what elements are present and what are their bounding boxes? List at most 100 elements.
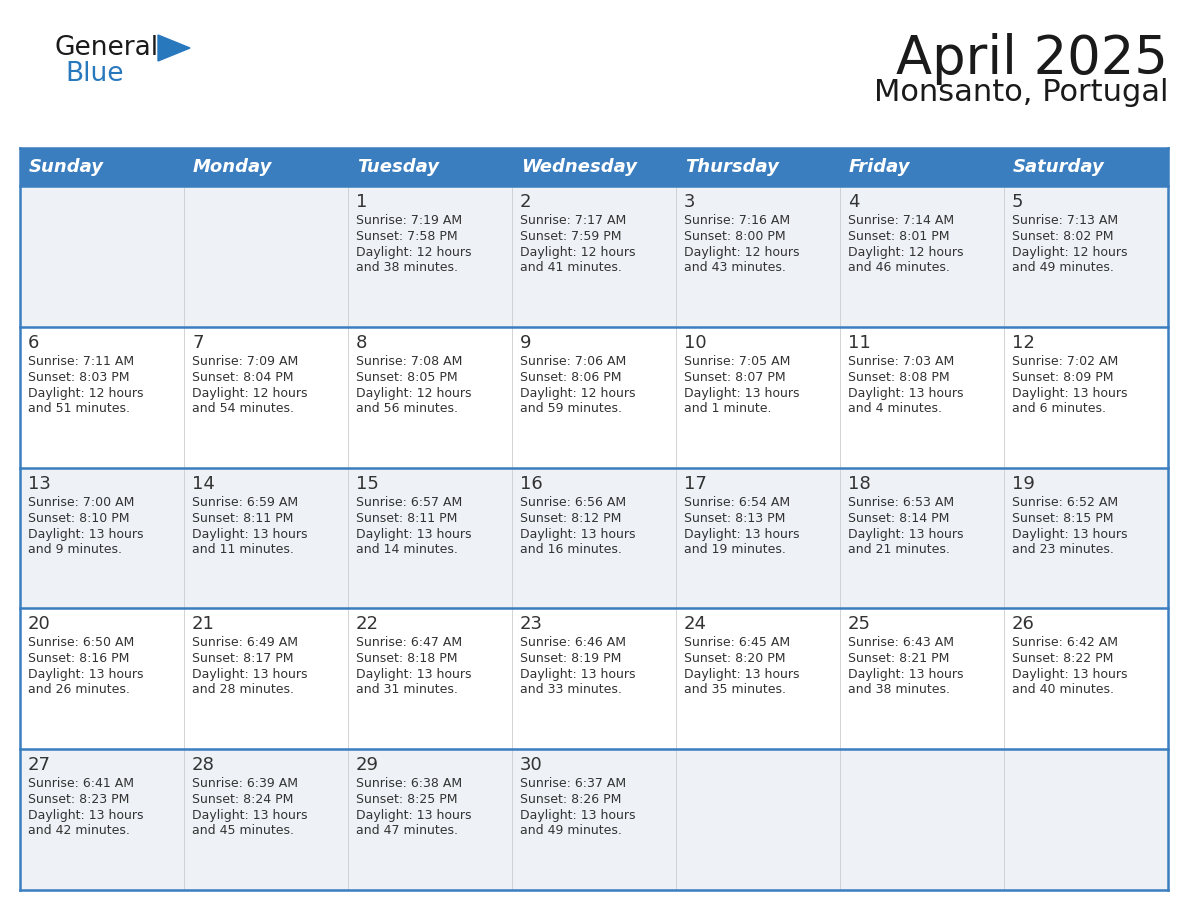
Text: Sunrise: 6:47 AM: Sunrise: 6:47 AM bbox=[356, 636, 462, 649]
Bar bbox=[20, 327, 1168, 467]
Text: Sunset: 8:25 PM: Sunset: 8:25 PM bbox=[356, 793, 457, 806]
Text: 18: 18 bbox=[848, 475, 871, 493]
Text: 9: 9 bbox=[520, 334, 531, 352]
Text: Sunrise: 6:53 AM: Sunrise: 6:53 AM bbox=[848, 496, 954, 509]
Text: Sunset: 8:12 PM: Sunset: 8:12 PM bbox=[520, 511, 621, 524]
Text: Daylight: 13 hours: Daylight: 13 hours bbox=[520, 528, 636, 541]
Text: Daylight: 13 hours: Daylight: 13 hours bbox=[684, 668, 800, 681]
Text: Sunset: 8:03 PM: Sunset: 8:03 PM bbox=[29, 371, 129, 384]
Text: Sunset: 8:20 PM: Sunset: 8:20 PM bbox=[684, 653, 785, 666]
Text: Daylight: 13 hours: Daylight: 13 hours bbox=[356, 809, 472, 823]
Text: Wednesday: Wednesday bbox=[522, 158, 637, 176]
Text: Sunset: 8:06 PM: Sunset: 8:06 PM bbox=[520, 371, 621, 384]
Text: and 45 minutes.: and 45 minutes. bbox=[192, 824, 293, 837]
Text: Daylight: 12 hours: Daylight: 12 hours bbox=[1012, 246, 1127, 259]
Text: 30: 30 bbox=[520, 756, 543, 774]
Text: and 14 minutes.: and 14 minutes. bbox=[356, 543, 457, 555]
Text: Sunrise: 7:03 AM: Sunrise: 7:03 AM bbox=[848, 354, 954, 368]
Text: Sunrise: 7:16 AM: Sunrise: 7:16 AM bbox=[684, 214, 790, 227]
Bar bbox=[184, 148, 348, 186]
Text: 25: 25 bbox=[848, 615, 871, 633]
Text: 23: 23 bbox=[520, 615, 543, 633]
Text: Blue: Blue bbox=[65, 61, 124, 87]
Text: Sunrise: 6:52 AM: Sunrise: 6:52 AM bbox=[1012, 496, 1118, 509]
Text: Sunrise: 6:42 AM: Sunrise: 6:42 AM bbox=[1012, 636, 1118, 649]
Text: Daylight: 12 hours: Daylight: 12 hours bbox=[520, 386, 636, 400]
Text: Daylight: 13 hours: Daylight: 13 hours bbox=[848, 528, 963, 541]
Text: Sunrise: 7:08 AM: Sunrise: 7:08 AM bbox=[356, 354, 462, 368]
Text: and 28 minutes.: and 28 minutes. bbox=[192, 683, 293, 697]
Text: and 16 minutes.: and 16 minutes. bbox=[520, 543, 621, 555]
Text: and 26 minutes.: and 26 minutes. bbox=[29, 683, 129, 697]
Text: Sunset: 8:04 PM: Sunset: 8:04 PM bbox=[192, 371, 293, 384]
Text: Sunset: 8:11 PM: Sunset: 8:11 PM bbox=[192, 511, 293, 524]
Text: and 38 minutes.: and 38 minutes. bbox=[356, 261, 459, 274]
Text: Sunset: 8:05 PM: Sunset: 8:05 PM bbox=[356, 371, 457, 384]
Text: Daylight: 13 hours: Daylight: 13 hours bbox=[192, 809, 308, 823]
Text: 28: 28 bbox=[192, 756, 215, 774]
Text: Sunrise: 7:06 AM: Sunrise: 7:06 AM bbox=[520, 354, 626, 368]
Text: Sunset: 8:08 PM: Sunset: 8:08 PM bbox=[848, 371, 949, 384]
Text: 21: 21 bbox=[192, 615, 215, 633]
Text: Sunrise: 7:05 AM: Sunrise: 7:05 AM bbox=[684, 354, 790, 368]
Text: and 21 minutes.: and 21 minutes. bbox=[848, 543, 950, 555]
Text: and 19 minutes.: and 19 minutes. bbox=[684, 543, 786, 555]
Text: Daylight: 13 hours: Daylight: 13 hours bbox=[684, 528, 800, 541]
Text: Sunday: Sunday bbox=[29, 158, 105, 176]
Text: Daylight: 13 hours: Daylight: 13 hours bbox=[192, 668, 308, 681]
Text: General: General bbox=[55, 35, 159, 61]
Bar bbox=[512, 148, 676, 186]
Text: April 2025: April 2025 bbox=[896, 33, 1168, 85]
Text: Daylight: 13 hours: Daylight: 13 hours bbox=[192, 528, 308, 541]
Text: Sunset: 8:22 PM: Sunset: 8:22 PM bbox=[1012, 653, 1113, 666]
Text: and 47 minutes.: and 47 minutes. bbox=[356, 824, 459, 837]
Text: Daylight: 13 hours: Daylight: 13 hours bbox=[356, 668, 472, 681]
Text: 22: 22 bbox=[356, 615, 379, 633]
Text: 7: 7 bbox=[192, 334, 203, 352]
Text: Monday: Monday bbox=[192, 158, 272, 176]
Bar bbox=[20, 749, 1168, 890]
Text: and 49 minutes.: and 49 minutes. bbox=[520, 824, 621, 837]
Text: Sunset: 8:18 PM: Sunset: 8:18 PM bbox=[356, 653, 457, 666]
Text: and 42 minutes.: and 42 minutes. bbox=[29, 824, 129, 837]
Text: 8: 8 bbox=[356, 334, 367, 352]
Text: Daylight: 12 hours: Daylight: 12 hours bbox=[29, 386, 144, 400]
Text: Sunset: 8:10 PM: Sunset: 8:10 PM bbox=[29, 511, 129, 524]
Text: Sunset: 7:58 PM: Sunset: 7:58 PM bbox=[356, 230, 457, 243]
Text: and 4 minutes.: and 4 minutes. bbox=[848, 402, 942, 415]
Text: Tuesday: Tuesday bbox=[358, 158, 440, 176]
Text: Daylight: 13 hours: Daylight: 13 hours bbox=[356, 528, 472, 541]
Text: Sunrise: 6:50 AM: Sunrise: 6:50 AM bbox=[29, 636, 134, 649]
Text: Sunset: 8:23 PM: Sunset: 8:23 PM bbox=[29, 793, 129, 806]
Text: 26: 26 bbox=[1012, 615, 1035, 633]
Text: and 38 minutes.: and 38 minutes. bbox=[848, 683, 950, 697]
Text: Sunset: 8:16 PM: Sunset: 8:16 PM bbox=[29, 653, 129, 666]
Text: Sunset: 8:17 PM: Sunset: 8:17 PM bbox=[192, 653, 293, 666]
Text: Sunrise: 7:14 AM: Sunrise: 7:14 AM bbox=[848, 214, 954, 227]
Text: Sunset: 8:11 PM: Sunset: 8:11 PM bbox=[356, 511, 457, 524]
Bar bbox=[676, 148, 840, 186]
Text: Sunrise: 6:38 AM: Sunrise: 6:38 AM bbox=[356, 778, 462, 790]
Text: 13: 13 bbox=[29, 475, 51, 493]
Text: Sunrise: 6:49 AM: Sunrise: 6:49 AM bbox=[192, 636, 298, 649]
Text: 14: 14 bbox=[192, 475, 215, 493]
Text: Sunrise: 7:19 AM: Sunrise: 7:19 AM bbox=[356, 214, 462, 227]
Text: and 51 minutes.: and 51 minutes. bbox=[29, 402, 129, 415]
Text: Daylight: 13 hours: Daylight: 13 hours bbox=[29, 809, 144, 823]
Text: Sunrise: 7:02 AM: Sunrise: 7:02 AM bbox=[1012, 354, 1118, 368]
Text: Daylight: 13 hours: Daylight: 13 hours bbox=[520, 668, 636, 681]
Text: 27: 27 bbox=[29, 756, 51, 774]
Text: Daylight: 12 hours: Daylight: 12 hours bbox=[684, 246, 800, 259]
Text: 1: 1 bbox=[356, 193, 367, 211]
Text: and 11 minutes.: and 11 minutes. bbox=[192, 543, 293, 555]
Text: Daylight: 13 hours: Daylight: 13 hours bbox=[520, 809, 636, 823]
Text: Sunrise: 7:11 AM: Sunrise: 7:11 AM bbox=[29, 354, 134, 368]
Text: and 56 minutes.: and 56 minutes. bbox=[356, 402, 459, 415]
Text: Daylight: 13 hours: Daylight: 13 hours bbox=[29, 668, 144, 681]
Text: Sunset: 8:13 PM: Sunset: 8:13 PM bbox=[684, 511, 785, 524]
Bar bbox=[840, 148, 1004, 186]
Text: and 41 minutes.: and 41 minutes. bbox=[520, 261, 621, 274]
Text: 4: 4 bbox=[848, 193, 859, 211]
Text: Sunset: 8:19 PM: Sunset: 8:19 PM bbox=[520, 653, 621, 666]
Text: Sunset: 8:01 PM: Sunset: 8:01 PM bbox=[848, 230, 949, 243]
